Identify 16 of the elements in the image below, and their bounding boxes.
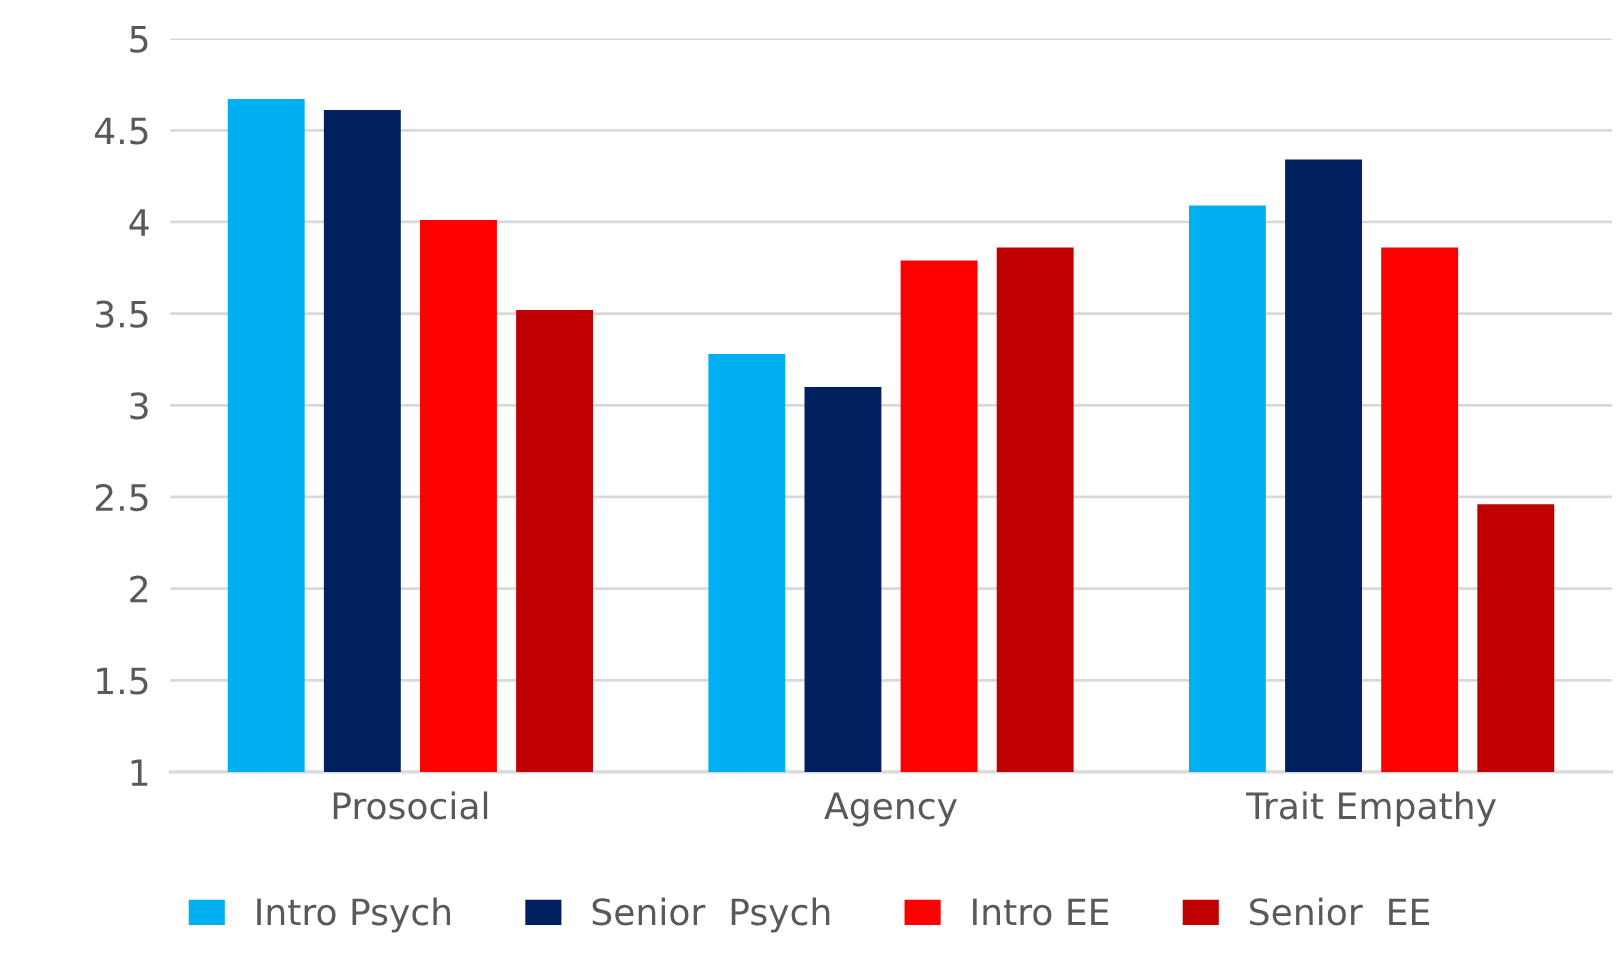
y-tick-label: 3.5 [95,300,148,328]
y-tick-label: 2.5 [95,483,148,512]
legend-label: Intro EE [973,898,1109,926]
y-tick-label: 2 [130,575,148,603]
y-tick-label: 4.5 [94,117,148,145]
x-tick-label: Trait Empathy [1246,791,1496,827]
legend-label: Senior Psych [592,897,830,933]
y-tick-label: 5 [130,25,148,53]
y-tick-label: 4 [129,209,149,236]
y-tick-label: 1.5 [97,667,148,695]
y-tick-label: 3 [130,392,148,420]
legend-label: Senior EE [1250,897,1429,926]
x-tick-label: Agency [824,792,957,827]
x-tick-label: Prosocial [333,791,488,820]
y-tick-label: 1 [131,759,148,786]
legend-label: Intro Psych [257,897,451,933]
